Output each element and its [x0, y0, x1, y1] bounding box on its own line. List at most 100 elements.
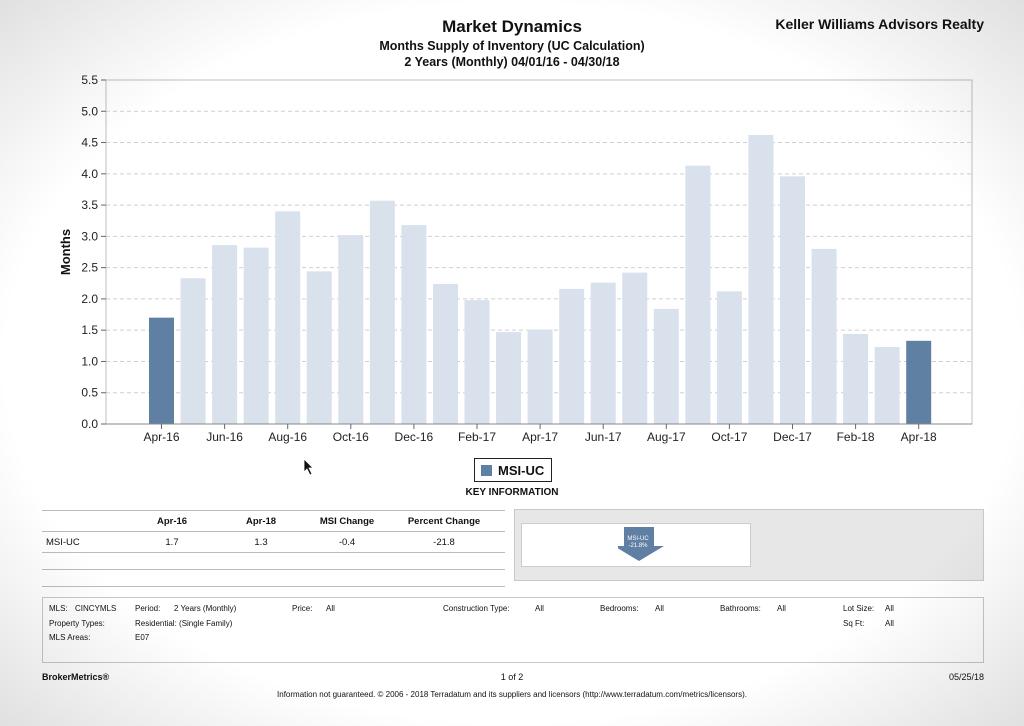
y-tick-label: 2.5 [81, 261, 98, 275]
y-tick-label: 5.0 [81, 104, 98, 118]
bar [243, 247, 269, 424]
bar [527, 329, 553, 424]
key-information-heading: KEY INFORMATION [465, 487, 559, 498]
bar [843, 333, 869, 424]
filter-label: MLS Areas: [49, 633, 91, 642]
indicator-line1: MSI-UC [627, 536, 649, 542]
bar [401, 225, 427, 424]
table-row: MSI-UC 1.7 1.3 -0.4 -21.8 [42, 532, 505, 553]
bar [149, 317, 174, 424]
disclaimer: Information not guaranteed. © 2006 - 201… [277, 690, 747, 699]
bar [874, 347, 900, 424]
legend-swatch [481, 464, 492, 476]
x-tick-label: Jun-16 [206, 430, 243, 444]
table-header-cell: MSI Change [319, 515, 375, 527]
report-filters: MLS: CINCYMLS Period: 2 Years (Monthly) … [42, 597, 984, 663]
y-tick-label: 4.5 [81, 136, 98, 150]
report-title: Market Dynamics [442, 17, 582, 36]
filter-label: Sq Ft: [843, 619, 865, 628]
brokerage-name: Keller Williams Advisors Realty [775, 16, 984, 32]
bar [275, 211, 301, 424]
x-tick-label: Dec-17 [773, 430, 812, 444]
x-tick-label: Oct-16 [333, 430, 369, 444]
y-tick-label: 1.5 [81, 323, 98, 337]
bar [559, 288, 585, 424]
bar [306, 271, 332, 424]
report-subtitle: Months Supply of Inventory (UC Calculati… [379, 39, 645, 53]
filter-value: All [777, 604, 786, 613]
y-tick-label: 0.0 [81, 417, 98, 431]
bar [622, 272, 648, 424]
filter-label: Construction Type: [443, 604, 510, 613]
bar-chart: 0.0 0.5 1.0 1.5 2.0 2.5 3.0 3.5 4.0 4.5 5.0 5.5 Mont… [58, 73, 973, 444]
table-cell: -0.4 [338, 536, 356, 548]
x-tick-label: Feb-18 [837, 430, 875, 444]
x-tick-label: Jun-17 [585, 430, 622, 444]
table-cell: -21.8 [433, 536, 455, 548]
mouse-cursor-icon [303, 458, 314, 476]
filter-value: CINCYMLS [75, 604, 117, 613]
legend-label: MSI-UC [498, 462, 545, 478]
bar [464, 300, 490, 424]
bar [338, 235, 364, 424]
bar [748, 135, 774, 425]
x-tick-label: Apr-17 [522, 430, 558, 444]
filter-value: All [326, 604, 335, 613]
filter-label: Price: [292, 604, 313, 613]
key-information-table: Apr-16 Apr-18 MSI Change Percent Change … [42, 510, 505, 587]
product-name: BrokerMetrics® [42, 672, 110, 682]
report-date: 05/25/18 [948, 672, 984, 682]
filter-value: All [885, 619, 894, 628]
report-date-range: 2 Years (Monthly) 04/01/16 - 04/30/18 [404, 55, 620, 69]
bar [432, 283, 458, 424]
bar [590, 282, 616, 424]
filter-label: Bathrooms: [720, 604, 761, 613]
bar [685, 165, 711, 425]
table-cell: 1.3 [254, 536, 268, 548]
x-tick-label: Aug-17 [647, 430, 686, 444]
filter-label: Property Types: [49, 619, 105, 628]
change-indicator-text: MSI-UC -21.8% [621, 536, 655, 550]
x-tick-label: Oct-17 [711, 430, 747, 444]
down-arrow-icon [618, 527, 664, 561]
y-tick-label: 4.0 [81, 167, 98, 181]
y-tick-label: 5.5 [81, 73, 98, 87]
filter-value: All [885, 604, 894, 613]
table-header-cell: Percent Change [407, 515, 481, 527]
x-tick-label: Aug-16 [268, 430, 307, 444]
x-tick-label: Feb-17 [458, 430, 496, 444]
table-row-empty [42, 553, 505, 570]
change-indicator: MSI-UC -21.8% [521, 523, 751, 567]
x-tick-label: Dec-16 [395, 430, 434, 444]
y-tick-label: 2.0 [81, 292, 98, 306]
bar [906, 340, 932, 424]
filter-value: All [535, 604, 544, 613]
filter-label: Period: [135, 604, 161, 613]
x-tick-label: Apr-18 [901, 430, 937, 444]
filter-label: Lot Size: [843, 604, 875, 613]
y-axis-label: Months [58, 229, 73, 275]
filter-label: Bedrooms: [600, 604, 639, 613]
bar [180, 278, 206, 424]
bar [780, 176, 805, 424]
filter-value: E07 [135, 633, 150, 642]
y-tick-label: 3.0 [81, 229, 98, 243]
y-tick-label: 3.5 [81, 198, 98, 212]
bar [653, 308, 679, 424]
table-header-cell: Apr-16 [156, 515, 188, 527]
indicator-line2: -21.8% [628, 543, 648, 549]
table-header-row: Apr-16 Apr-18 MSI Change Percent Change [42, 510, 505, 532]
y-tick-label: 0.5 [81, 386, 98, 400]
table-cell: MSI-UC [46, 536, 80, 548]
filter-label: MLS: [49, 604, 68, 613]
table-header-cell: Apr-18 [245, 515, 277, 527]
bar [716, 291, 742, 424]
bar [811, 248, 837, 424]
y-tick-label: 1.0 [81, 354, 98, 368]
table-cell: 1.7 [165, 536, 179, 548]
change-indicator-panel: MSI-UC -21.8% [514, 509, 984, 581]
chart-legend: MSI-UC [474, 458, 552, 482]
bar [369, 200, 395, 424]
bar [212, 245, 238, 424]
filter-value: All [655, 604, 664, 613]
